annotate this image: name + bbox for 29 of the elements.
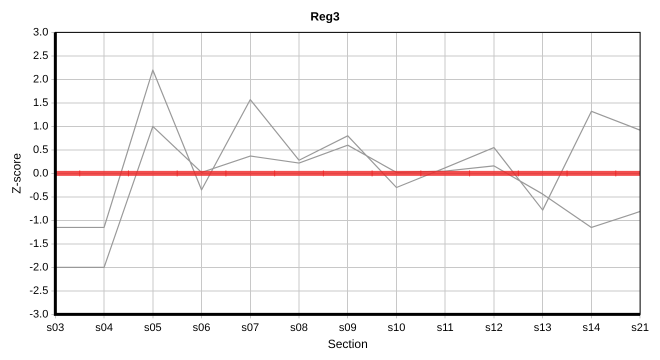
y-tick-label: 2.5 [33, 50, 48, 62]
y-tick-label: 1.0 [33, 120, 48, 132]
y-tick-label: -3.0 [29, 308, 48, 320]
y-tick-label: -1.0 [29, 214, 48, 226]
x-tick-label: s08 [290, 322, 308, 334]
x-tick-label: s05 [144, 322, 162, 334]
y-tick-label: 0.5 [33, 144, 48, 156]
x-tick-label: s21 [631, 322, 650, 334]
x-tick-label: s07 [241, 322, 260, 334]
x-tick-label: s09 [338, 322, 357, 334]
x-tick-label: s06 [192, 322, 210, 334]
y-tick-label: -2.5 [29, 284, 48, 297]
x-axis-title: Section [328, 337, 368, 352]
y-tick-label: -0.5 [29, 190, 48, 203]
x-tick-label: s10 [388, 322, 406, 334]
y-tick-label: 0.0 [33, 167, 48, 180]
y-tick-label: -2.0 [29, 261, 48, 274]
x-tick-label: s04 [95, 322, 113, 334]
x-tick-label: s13 [534, 322, 552, 334]
y-tick-label: -1.5 [29, 238, 48, 250]
y-axis-title: Z-score [10, 152, 24, 194]
x-tick-label: s12 [485, 322, 503, 334]
y-tick-label: 3.0 [33, 26, 48, 38]
x-tick-label: s11 [436, 322, 454, 334]
y-tick-label: 1.5 [33, 96, 48, 109]
x-tick-label: s14 [582, 322, 600, 334]
x-tick-label: s03 [46, 322, 64, 334]
y-tick-label: 2.0 [33, 73, 48, 86]
chart-title: Reg3 [310, 10, 340, 24]
